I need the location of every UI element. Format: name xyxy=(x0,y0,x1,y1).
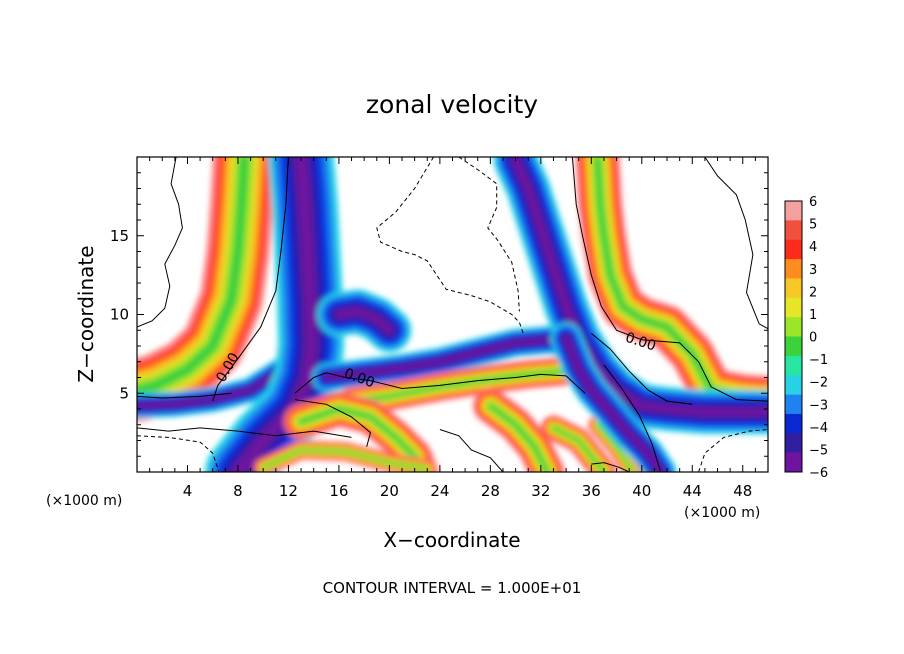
colorbar-label: 5 xyxy=(809,218,817,233)
x-tick-label: 36 xyxy=(582,482,601,500)
colorbar-swatch xyxy=(785,297,802,318)
colorbar-label: −5 xyxy=(809,443,828,458)
y-tick-label: 10 xyxy=(110,306,129,324)
contour-line-dashed xyxy=(458,157,520,312)
colorbar-frame xyxy=(784,200,803,473)
contour-line-solid xyxy=(294,372,586,394)
x-axis-label: X−coordinate xyxy=(383,528,520,552)
contour-line-solid xyxy=(590,333,693,405)
colorbar-swatch xyxy=(785,375,802,395)
colorbar-label: 4 xyxy=(809,240,817,255)
colorbar-label: 6 xyxy=(809,195,817,210)
contour-line-solid xyxy=(137,157,183,328)
field-band-descend-neg xyxy=(550,322,677,472)
colorbar-swatch xyxy=(785,220,802,241)
contour-line-dashed xyxy=(137,435,220,472)
x-tick-label: 4 xyxy=(183,482,193,500)
x-unit-left: (×1000 m) xyxy=(46,493,122,509)
x-tick-label: 40 xyxy=(632,482,651,500)
x-tick-label: 32 xyxy=(531,482,550,500)
colorbar-label: −4 xyxy=(809,421,828,436)
contour-line-solid xyxy=(294,399,372,447)
y-tick-label: 15 xyxy=(110,227,129,245)
contour-line-solid xyxy=(571,157,768,402)
x-unit-right: (×1000 m) xyxy=(684,505,760,521)
colorbar-label: −6 xyxy=(809,466,828,481)
contour-line-solid xyxy=(137,392,232,399)
y-tick-label: 5 xyxy=(119,384,129,402)
colorbar-swatch xyxy=(785,278,802,299)
field-band-low-pos-c xyxy=(473,388,565,472)
contour-line-solid xyxy=(704,157,768,330)
x-tick-label: 8 xyxy=(233,482,243,500)
x-tick-label: 24 xyxy=(430,482,449,500)
chart-title: zonal velocity xyxy=(366,90,538,119)
field-band-low-pos-e xyxy=(588,415,643,472)
colorbar-label: −2 xyxy=(809,376,828,391)
contour-line-solid xyxy=(137,427,352,438)
field-band-low-pos-b xyxy=(253,440,437,472)
colorbar-swatch xyxy=(785,201,802,221)
colorbar-swatch xyxy=(785,433,802,453)
x-tick-label: 48 xyxy=(733,482,752,500)
colorbar-label: 3 xyxy=(809,263,817,278)
contour-line-solid xyxy=(439,429,504,472)
colorbar-swatch xyxy=(785,336,802,357)
field-band-eddy-blob xyxy=(316,289,412,353)
colorbar-swatch xyxy=(785,355,802,376)
colorbar-label: −1 xyxy=(809,353,828,368)
colorbar-swatch xyxy=(785,239,802,260)
contour-lines xyxy=(137,157,768,472)
contour-line-dashed xyxy=(698,429,768,472)
field-band-low-pos-d xyxy=(540,415,617,472)
x-tick-label: 44 xyxy=(683,482,702,500)
colorbar-label: −3 xyxy=(809,398,828,413)
x-tick-label: 16 xyxy=(329,482,348,500)
contour-line-dashed xyxy=(376,157,524,334)
contour-interval-note: CONTOUR INTERVAL = 1.000E+01 xyxy=(323,579,582,597)
colorbar-label: 2 xyxy=(809,285,817,300)
field-band-band-mid-pos xyxy=(337,357,581,416)
colorbar-label: 1 xyxy=(809,308,817,323)
colorbar-swatch xyxy=(785,259,802,279)
x-tick-label: 28 xyxy=(481,482,500,500)
colorbar-swatch xyxy=(785,452,802,473)
colorbar-swatch xyxy=(785,317,802,337)
x-tick-label: 12 xyxy=(279,482,298,500)
x-tick-label: 20 xyxy=(380,482,399,500)
contour-line-solid xyxy=(603,364,662,472)
contour-line-solid xyxy=(591,462,630,472)
contour-line-solid xyxy=(212,157,289,402)
field-band-jet-left xyxy=(137,157,276,422)
colorbar-label: 0 xyxy=(809,331,817,346)
y-axis-label: Z−coordinate xyxy=(74,245,98,382)
colorbar-swatch xyxy=(785,394,802,415)
colorbar: 6 5 4 3 2 1 0 −1 −2 −3 −4 −5 −6 xyxy=(784,195,828,481)
field-band-jet-left-blue xyxy=(204,157,345,472)
colorbar-swatch xyxy=(785,413,802,434)
field-band-jet-right-neg xyxy=(493,157,768,435)
